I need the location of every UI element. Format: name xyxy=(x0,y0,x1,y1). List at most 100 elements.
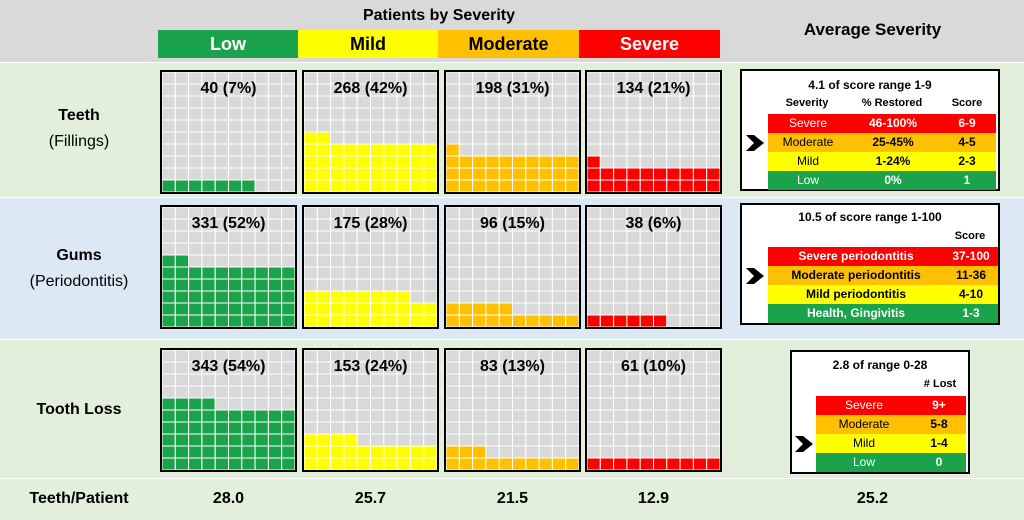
waffle-cell-empty xyxy=(330,397,345,411)
waffle-cell-filled xyxy=(316,131,332,145)
waffle-cell-empty xyxy=(666,290,681,304)
waffle-cell-filled xyxy=(458,155,474,169)
waffle-grid xyxy=(162,350,295,470)
legend-cell: 6-9 xyxy=(958,116,976,130)
divider xyxy=(0,197,1024,198)
waffle-cell-filled xyxy=(330,433,345,447)
waffle-cell-empty xyxy=(370,107,385,121)
waffle-cell-empty xyxy=(679,302,694,316)
waffle-cell-filled xyxy=(343,179,358,192)
waffle-cell-filled xyxy=(653,179,668,192)
waffle-cell-empty xyxy=(201,254,216,268)
waffle-cell-filled xyxy=(706,167,720,181)
waffle-cell-filled xyxy=(613,167,628,181)
waffle-cell-empty xyxy=(679,397,694,411)
waffle-cell-filled xyxy=(304,143,318,157)
waffle-cell-empty xyxy=(525,421,540,435)
waffle-cell-filled xyxy=(396,290,411,304)
waffle-cell-filled xyxy=(565,314,579,327)
waffle-box-gums-moderate: 96 (15%) xyxy=(444,205,581,329)
teeth-per-patient-severe: 12.9 xyxy=(637,490,670,507)
waffle-cell-filled xyxy=(162,397,176,411)
waffle-cell-empty xyxy=(626,421,641,435)
waffle-cell-filled xyxy=(316,179,332,192)
waffle-cell-empty xyxy=(396,119,411,133)
waffle-cell-empty xyxy=(356,254,372,268)
waffle-cell-empty xyxy=(565,397,579,411)
waffle-cell-filled xyxy=(343,445,358,459)
row-label-gums: Gums (Periodontitis) xyxy=(0,243,158,295)
waffle-cell-empty xyxy=(383,397,398,411)
waffle-box-gums-severe: 38 (6%) xyxy=(585,205,722,329)
waffle-cell-empty xyxy=(383,119,398,133)
waffle-cell-empty xyxy=(626,385,641,399)
waffle-cell-empty xyxy=(498,445,514,459)
waffle-cell-empty xyxy=(304,421,318,435)
waffle-cell-empty xyxy=(214,167,230,181)
waffle-cell-empty xyxy=(587,421,601,435)
waffle-cell-empty xyxy=(498,290,514,304)
waffle-cell-empty xyxy=(525,385,540,399)
waffle-cell-empty xyxy=(679,254,694,268)
waffle-cell-empty xyxy=(512,131,527,145)
waffle-cell-filled xyxy=(666,457,681,470)
waffle-cell-empty xyxy=(512,397,527,411)
waffle-cell-empty xyxy=(396,385,411,399)
waffle-cell-empty xyxy=(356,119,372,133)
waffle-cell-filled xyxy=(599,314,615,327)
waffle-cell-empty xyxy=(653,278,668,292)
waffle-cell-empty xyxy=(188,143,203,157)
waffle-cell-empty xyxy=(423,385,437,399)
waffle-cell-filled xyxy=(409,457,425,470)
waffle-cell-empty xyxy=(446,254,460,268)
waffle-cell-empty xyxy=(679,314,694,327)
data-label: 134 (21%) xyxy=(616,80,691,97)
waffle-cell-filled xyxy=(409,167,425,181)
waffle-cell-empty xyxy=(228,397,243,411)
waffle-cell-filled xyxy=(472,457,487,470)
waffle-cell-filled xyxy=(174,445,190,459)
waffle-cell-empty xyxy=(599,143,615,157)
waffle-cell-empty xyxy=(472,421,487,435)
waffle-cell-empty xyxy=(512,278,527,292)
waffle-cell-empty xyxy=(241,242,256,256)
waffle-cell-empty xyxy=(706,385,720,399)
waffle-cell-empty xyxy=(639,242,655,256)
waffle-cell-empty xyxy=(330,266,345,280)
waffle-cell-empty xyxy=(551,421,567,435)
waffle-cell-empty xyxy=(565,445,579,459)
waffle-cell-empty xyxy=(626,278,641,292)
waffle-cell-filled xyxy=(201,179,216,192)
waffle-cell-filled xyxy=(587,179,601,192)
legend-row-mild: Mild 1-4 xyxy=(816,434,966,453)
waffle-cell-empty xyxy=(485,397,500,411)
waffle-grid xyxy=(304,350,437,470)
waffle-cell-filled xyxy=(409,445,425,459)
waffle-cell-filled xyxy=(538,155,553,169)
waffle-cell-filled xyxy=(188,278,203,292)
waffle-cell-filled xyxy=(472,302,487,316)
waffle-cell-filled xyxy=(304,290,318,304)
waffle-cell-empty xyxy=(599,266,615,280)
waffle-cell-empty xyxy=(525,433,540,447)
waffle-cell-empty xyxy=(343,385,358,399)
waffle-cell-empty xyxy=(706,266,720,280)
waffle-cell-empty xyxy=(587,119,601,133)
waffle-cell-empty xyxy=(512,421,527,435)
waffle-cell-empty xyxy=(653,131,668,145)
waffle-cell-empty xyxy=(512,409,527,423)
waffle-cell-empty xyxy=(446,290,460,304)
waffle-cell-empty xyxy=(472,242,487,256)
teeth-per-patient-mild: 25.7 xyxy=(354,490,387,507)
waffle-cell-empty xyxy=(565,107,579,121)
waffle-cell-empty xyxy=(162,385,176,399)
waffle-cell-filled xyxy=(228,179,243,192)
waffle-cell-empty xyxy=(254,119,269,133)
waffle-cell-filled xyxy=(692,457,708,470)
waffle-cell-empty xyxy=(626,242,641,256)
waffle-cell-empty xyxy=(458,409,474,423)
legend-cell: 9+ xyxy=(932,398,946,412)
waffle-cell-empty xyxy=(613,290,628,304)
waffle-cell-empty xyxy=(692,143,708,157)
waffle-cell-filled xyxy=(498,179,514,192)
